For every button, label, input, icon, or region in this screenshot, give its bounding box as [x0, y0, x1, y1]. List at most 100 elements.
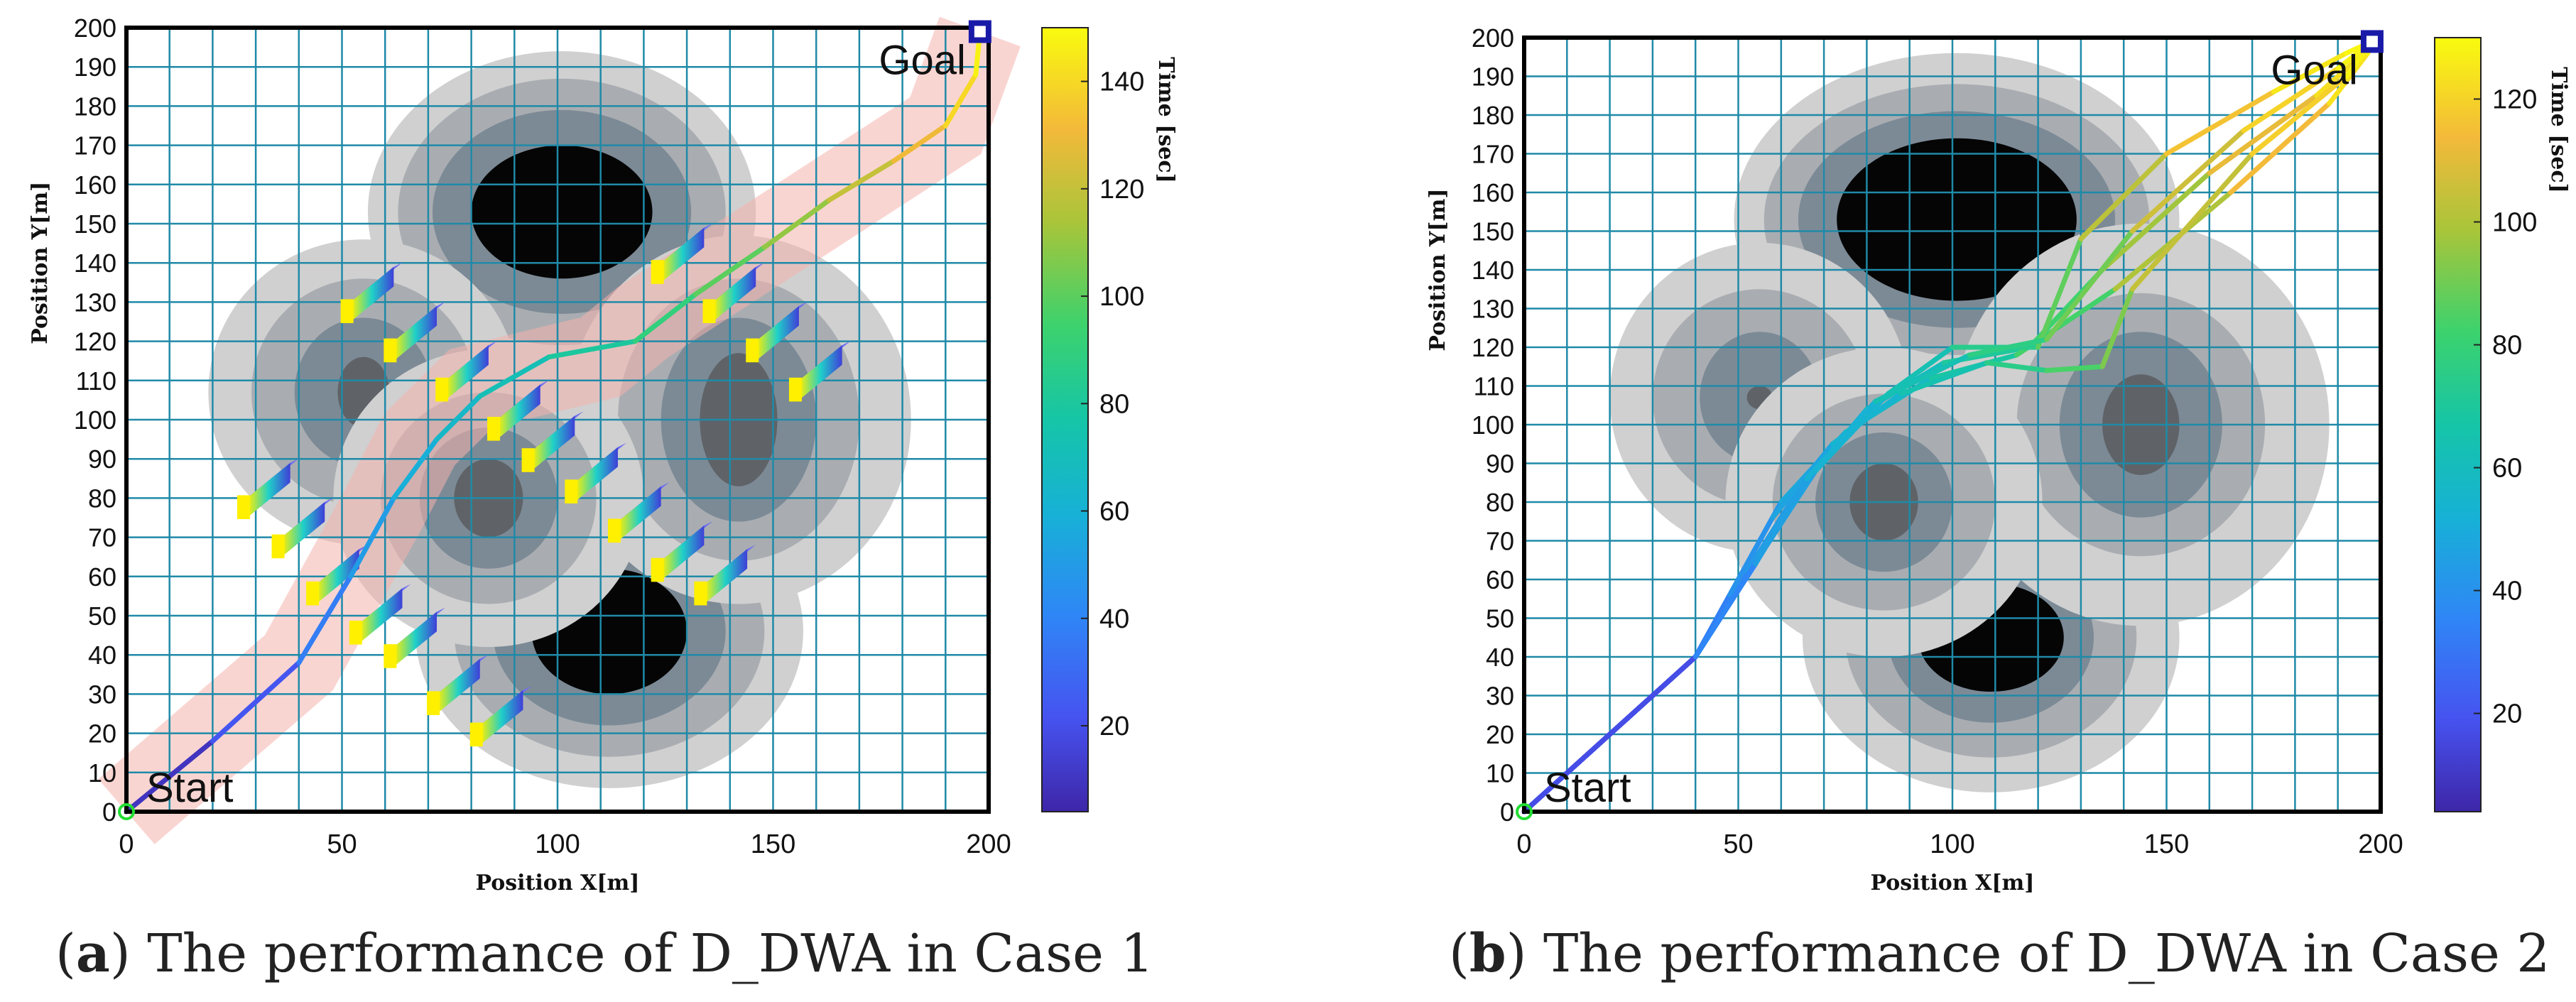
- moving-obstacle-front: [435, 377, 449, 402]
- colorbar-tick-label: 140: [1099, 67, 1144, 97]
- y-tick-label: 120: [1472, 333, 1514, 362]
- trajectory-segment: [1521, 654, 1698, 815]
- trajectory-segment: [1727, 515, 1776, 598]
- colorbar-tick-label: 120: [2492, 85, 2537, 115]
- y-tick-label: 110: [76, 366, 116, 396]
- moving-obstacle-8: [384, 301, 446, 363]
- x-tick-label: 50: [327, 829, 357, 859]
- moving-obstacle-7: [340, 262, 403, 323]
- grid: [125, 26, 990, 813]
- x-tick-label: 100: [1930, 829, 1974, 859]
- trajectory-segment: [477, 354, 552, 399]
- caption-b: (b) The performance of D_DWA in Case 2: [1449, 923, 2550, 984]
- y-tick-label: 140: [1472, 256, 1514, 285]
- y-tick-label: 30: [1486, 682, 1514, 711]
- trajectory-segment: [2228, 101, 2332, 195]
- x-axis: 0 50 100 150 200: [119, 829, 1011, 859]
- caption-a: (a) The performance of D_DWA in Case 1: [55, 923, 1154, 984]
- colorbar-label: Time [sec]: [2546, 67, 2571, 193]
- trajectory-segment: [692, 244, 767, 297]
- y-tick-label: 190: [74, 53, 116, 82]
- colorbar-tick-label: 120: [1099, 175, 1144, 205]
- colorbar-tick-label: 60: [2492, 454, 2522, 484]
- caption-b-label: b: [1469, 923, 1506, 984]
- y-axis-label: Position Y[m]: [1425, 188, 1450, 351]
- moving-obstacle-front: [746, 338, 759, 363]
- moving-obstacle-side: [479, 690, 523, 746]
- trajectory-segment: [2207, 93, 2320, 176]
- trajectory-segment: [2327, 50, 2371, 107]
- moving-obstacle-side: [316, 549, 359, 604]
- y-tick-label: 50: [1486, 604, 1514, 633]
- caption-b-text: The performance of D_DWA in Case 2: [1543, 923, 2550, 984]
- y-tick-label: 70: [1486, 527, 1514, 556]
- trajectory-segment: [2249, 74, 2349, 156]
- moving-obstacle-side: [798, 345, 842, 401]
- moving-obstacle-side: [531, 415, 575, 471]
- y-tick-label: 170: [74, 131, 116, 160]
- y-tick-label: 0: [1500, 797, 1514, 827]
- moving-obstacle-front: [349, 621, 362, 645]
- trajectory-segment: [2099, 170, 2212, 273]
- y-tick-label: 180: [1472, 101, 1514, 130]
- y-tick-label: 130: [74, 288, 116, 317]
- goal-label: Goal: [2271, 47, 2358, 93]
- y-tick-label: 150: [1472, 217, 1514, 246]
- trajectory-segment: [1984, 360, 2050, 374]
- goal-marker: [2360, 30, 2384, 53]
- moving-obstacle-13: [607, 481, 670, 543]
- colorbar-gradient: [1041, 27, 1089, 812]
- moving-obstacle-side: [712, 266, 756, 322]
- moving-obstacle-front: [702, 299, 716, 323]
- colorbar-tick-label: 20: [2492, 699, 2522, 729]
- moving-obstacle-front: [788, 377, 802, 402]
- moving-obstacle-side: [661, 525, 705, 581]
- trajectory-segment: [2129, 128, 2246, 234]
- y-axis: 0 10 20 30 40 50 60 70 80 90 100 110 120 130 140 150 160…: [1472, 23, 1514, 827]
- x-tick-label: 0: [1516, 829, 1531, 859]
- moving-obstacle-front: [384, 644, 397, 668]
- trajectory-segment: [2164, 89, 2276, 156]
- y-tick-label: 20: [1486, 720, 1514, 749]
- moving-obstacle-side: [617, 486, 661, 542]
- y-tick-label: 190: [1472, 62, 1514, 92]
- x-tick-label: 200: [966, 829, 1011, 859]
- moving-obstacle-9: [435, 341, 497, 402]
- y-tick-label: 200: [74, 13, 116, 43]
- moving-obstacle-side: [350, 266, 394, 322]
- moving-obstacle-front: [694, 581, 707, 606]
- y-tick-label: 80: [88, 484, 116, 513]
- panel-b-chart: Start Goal 0 50 100 150 200 0 10 20 30 40 50 60 70 80 90…: [1425, 23, 2571, 895]
- trajectory-1: [124, 29, 983, 815]
- y-tick-label: 130: [1472, 295, 1514, 324]
- moving-obstacle-front: [565, 479, 578, 503]
- y-axis-label: Position Y[m]: [28, 182, 53, 344]
- moving-obstacle-front: [237, 495, 250, 519]
- trajectory-segment: [1770, 441, 1835, 521]
- y-tick-label: 160: [1472, 178, 1514, 207]
- trajectory-segment: [124, 739, 215, 815]
- colorbar-label: Time [sec]: [1153, 57, 1178, 183]
- obstacle-ring-0: [471, 145, 653, 279]
- y-tick-label: 170: [1472, 140, 1514, 169]
- moving-obstacle-side: [445, 345, 489, 401]
- moving-obstacle-side: [359, 588, 403, 643]
- x-tick-label: 50: [1723, 829, 1753, 859]
- trajectory-segment: [2241, 66, 2341, 134]
- trajectory-segment: [391, 437, 440, 501]
- trajectories: [124, 29, 983, 815]
- colorbar-tick-label: 80: [1099, 389, 1129, 419]
- y-tick-label: 30: [88, 680, 116, 709]
- colorbar-tick-label: 40: [1099, 604, 1129, 634]
- trajectory-segment: [1804, 398, 1878, 481]
- moving-obstacle-18: [746, 301, 808, 363]
- y-tick-label: 140: [74, 249, 116, 278]
- moving-obstacle-5: [427, 654, 489, 715]
- moving-obstacle-side: [246, 462, 290, 518]
- colorbar-tick-label: 100: [2492, 208, 2537, 238]
- start-marker: [1516, 803, 1533, 820]
- moving-obstacle-front: [427, 691, 440, 715]
- trajectory-segment: [1967, 337, 2050, 358]
- goal-marker: [968, 20, 991, 43]
